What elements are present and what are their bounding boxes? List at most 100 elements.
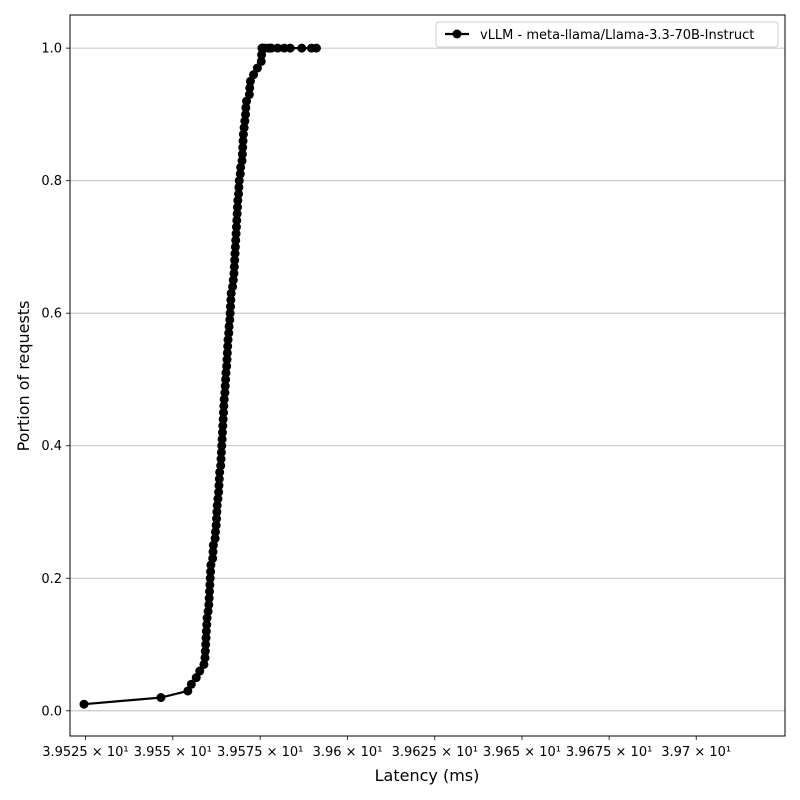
data-point [241,109,251,119]
data-point [201,640,211,650]
x-axis: 3.9525 × 10¹ 3.955 × 10¹ 3.9575 × 10¹ 3.96 … [42,736,731,760]
y-axis-title: Portion of requests [14,301,33,452]
y-tick-label: 0.4 [41,439,62,454]
data-point [203,606,213,616]
data-point [212,500,222,510]
data-point [223,341,233,351]
data-point [214,474,224,484]
legend-label: vLLM - meta-llama/Llama-3.3-70B-Instruct [480,28,754,43]
data-point [156,693,166,703]
data-point [195,666,205,676]
data-point [222,361,232,371]
data-point [224,321,234,331]
legend-marker-swatch [452,29,462,39]
data-point [225,308,235,318]
data-point [230,255,240,265]
data-point [240,116,250,126]
data-point [237,156,247,166]
data-point [79,699,89,709]
data-point [252,63,262,73]
data-point [230,242,240,252]
x-tick-label: 3.955 × 10¹ [134,745,212,760]
data-point [235,169,245,179]
data-point [232,215,242,225]
data-point [205,573,215,583]
data-point [223,335,233,345]
data-point [219,401,229,411]
legend-box [435,21,779,48]
data-point [214,487,224,497]
data-point [234,189,244,199]
data-point [217,441,227,451]
y-tick-label: 1.0 [41,42,62,57]
plot-frame [69,14,786,737]
y-tick-label: 0.6 [41,307,62,322]
data-point [239,123,249,133]
data-point [234,176,244,186]
data-point [211,520,221,530]
data-point [183,686,193,696]
data-point [218,414,228,424]
x-tick-label: 3.9525 × 10¹ [42,745,128,760]
data-point [205,580,215,590]
data-point [219,394,229,404]
data-point [245,83,255,93]
data-point [220,388,230,398]
x-tick-label: 3.9625 × 10¹ [392,745,478,760]
data-point [224,328,234,338]
data-point [208,547,218,557]
y-tick-label: 0.8 [41,174,62,189]
data-point [191,673,201,683]
data-point [217,434,227,444]
data-point [232,202,242,212]
x-tick-label: 3.9675 × 10¹ [566,745,652,760]
data-point [273,43,283,53]
data-point [202,620,212,630]
data-point [218,421,228,431]
y-tick-label: 0.0 [41,704,62,719]
y-axis: 0.0 0.2 0.4 0.6 0.8 1.0 [41,42,70,719]
x-tick-label: 3.9575 × 10¹ [217,745,303,760]
data-point [225,302,235,312]
data-point [210,534,220,544]
data-point [222,348,232,358]
series-layer [79,43,321,709]
data-point [233,196,243,206]
data-point [238,129,248,139]
data-point [222,355,232,365]
data-point [216,461,226,471]
data-point [208,553,218,563]
data-point [229,268,239,278]
legend: vLLM - meta-llama/Llama-3.3-70B-Instruct [435,21,779,48]
data-point [205,587,215,597]
data-point [297,43,307,53]
data-point [215,467,225,477]
data-point [186,679,196,689]
data-point [231,235,241,245]
data-point [219,408,228,418]
data-point [212,507,222,517]
data-point [201,626,211,636]
data-point [221,374,231,384]
data-point [266,43,276,53]
data-point [241,103,251,113]
data-point [238,143,248,153]
data-point [202,613,212,623]
data-point [256,56,266,66]
data-point [234,182,244,192]
data-point [216,454,226,464]
grid-layer [70,47,785,712]
data-point [214,481,224,491]
data-point [212,514,222,524]
data-point [217,427,227,437]
data-point [221,368,231,378]
data-point [220,381,230,391]
data-point [201,633,211,643]
data-point [228,282,238,292]
data-point [231,222,241,232]
data-point [311,43,321,53]
data-point [229,262,239,272]
data-point [204,600,214,610]
